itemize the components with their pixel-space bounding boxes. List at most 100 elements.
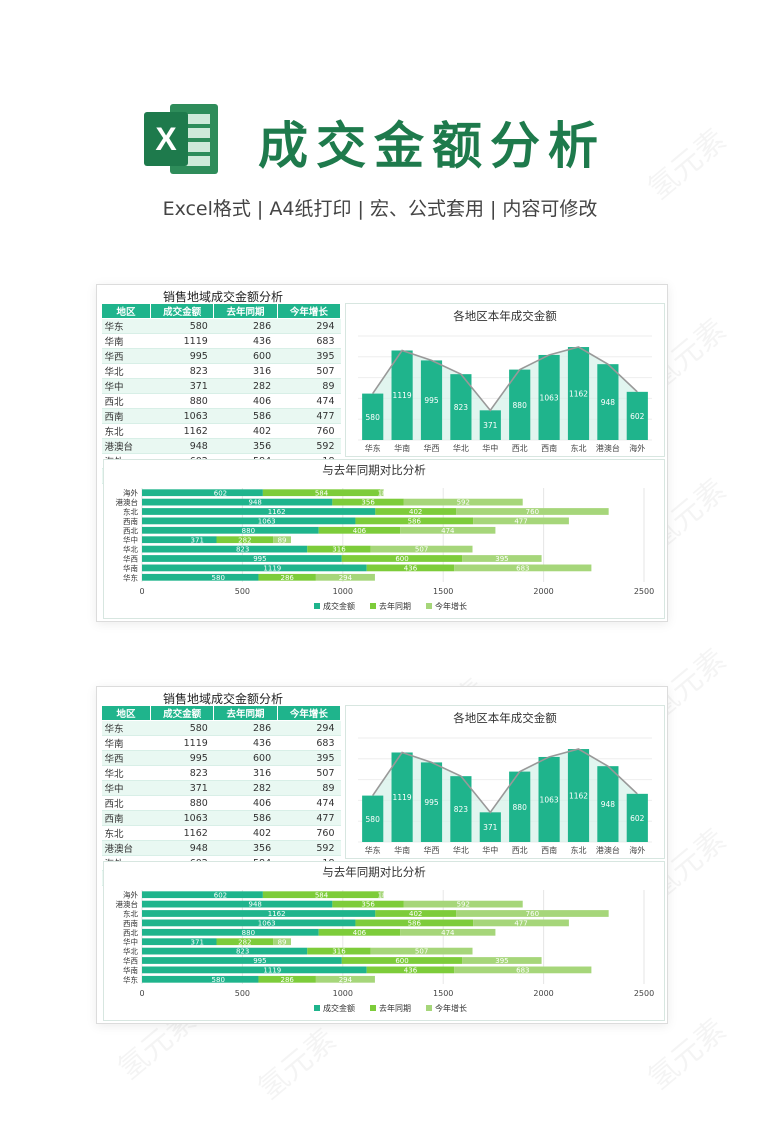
- y-tick-label: 华中: [123, 535, 138, 545]
- value-cell: 477: [277, 810, 341, 826]
- column-tick-label: 华中: [482, 443, 498, 453]
- column-chart: 各地区本年成交金额 580 华东 1119 华南 995 华西 823 华北 371 华中 880 西北…: [358, 309, 652, 453]
- column-data-label: 1162: [569, 390, 588, 399]
- stacked-bar-segment: [473, 517, 569, 525]
- bar-data-label: 880: [242, 527, 255, 535]
- y-tick-label: 华东: [123, 572, 138, 582]
- value-cell: 580: [150, 720, 214, 736]
- stacked-bar-segment: [462, 957, 542, 964]
- value-cell: 600: [213, 348, 278, 364]
- sheet-preview-1: 销售地域成交金额分析 地区 成交金额 去年同期 今年增长 华东 580 286 294 华南 111…: [96, 284, 668, 622]
- bar-data-label: 995: [253, 555, 266, 563]
- bar-data-label: 507: [415, 948, 428, 956]
- column-tick-label: 西北: [512, 444, 528, 453]
- bar-data-label: 592: [457, 901, 470, 909]
- legend-swatch: [370, 603, 376, 609]
- column-tick-label: 华南: [394, 443, 410, 453]
- stacked-bar-segment: [142, 910, 376, 917]
- region-cell: 华东: [101, 318, 151, 334]
- value-cell: 823: [150, 363, 214, 379]
- stacked-bar-segment: [142, 498, 333, 506]
- x-tick-label: 2500: [634, 989, 654, 998]
- region-cell: 华北: [101, 765, 151, 781]
- column-data-label: 948: [601, 398, 616, 407]
- stacked-bar-segment: [273, 536, 291, 544]
- column-tick-label: 华中: [482, 845, 498, 855]
- value-cell: 316: [213, 765, 278, 781]
- bar-data-label: 1063: [258, 920, 276, 928]
- column-bar: [538, 354, 560, 440]
- stacked-bar-segment: [273, 938, 291, 946]
- column-tick-label: 东北: [571, 443, 587, 453]
- line-series: [372, 748, 638, 814]
- stacked-bar-segment: [370, 947, 473, 955]
- column-tick-label: 华北: [453, 845, 469, 855]
- stacked-bar-segment: [355, 517, 474, 525]
- legend-label: 去年同期: [379, 1003, 411, 1013]
- stacked-bar-segment: [462, 555, 542, 562]
- stacked-bar-segment: [142, 526, 319, 534]
- region-cell: 西北: [101, 393, 151, 409]
- legend-label: 去年同期: [379, 601, 411, 611]
- column-data-label: 880: [513, 803, 528, 812]
- stacked-bar-segment: [366, 564, 455, 572]
- bar-data-label: 602: [214, 891, 227, 899]
- table-row: 西北 880 406 474: [101, 795, 341, 811]
- bar-data-label: 602: [214, 489, 227, 497]
- stacked-bar-segment: [142, 957, 342, 964]
- table-row: 东北 1162 402 760: [101, 423, 341, 439]
- table-header-cell: 成交金额: [149, 705, 215, 721]
- column-tick-label: 华东: [365, 443, 381, 453]
- column-data-label: 995: [424, 798, 439, 807]
- column-data-label: 580: [366, 413, 381, 422]
- bar-data-label: 477: [514, 920, 527, 928]
- column-data-label: 1063: [540, 393, 559, 402]
- value-cell: 880: [150, 393, 214, 409]
- y-tick-label: 海外: [123, 488, 138, 498]
- bar-data-label: 89: [278, 938, 287, 946]
- bar-data-label: 1119: [263, 565, 281, 573]
- column-data-label: 995: [424, 396, 439, 405]
- x-tick-label: 1000: [333, 587, 353, 596]
- value-cell: 683: [277, 333, 341, 349]
- column-chart-panel: 各地区本年成交金额 580 华东 1119 华南 995 华西 823 华北 371 华中 880 西北…: [345, 705, 665, 859]
- column-bar: [420, 762, 443, 842]
- sales-table: 地区 成交金额 去年同期 今年增长 华东 580 286 294 华南 1119 436 683 华西 9…: [101, 303, 342, 484]
- bar-data-label: 948: [248, 901, 261, 909]
- column-tick-label: 西北: [512, 846, 528, 855]
- y-tick-label: 西南: [123, 516, 138, 526]
- bar-data-label: 286: [280, 574, 294, 582]
- y-tick-label: 港澳台: [116, 497, 139, 507]
- stacked-bar-segment: [332, 900, 404, 908]
- bar-data-label: 371: [191, 536, 204, 544]
- stacked-bar-segment: [355, 919, 474, 927]
- column-tick-label: 西南: [541, 845, 557, 855]
- column-tick-label: 港澳台: [596, 443, 620, 453]
- value-cell: 89: [277, 378, 341, 394]
- legend-swatch: [426, 1005, 432, 1011]
- bar-data-label: 760: [526, 508, 539, 516]
- bar-data-label: 760: [526, 910, 539, 918]
- stacked-bar-segment: [142, 947, 308, 955]
- stacked-bar-segment: [142, 517, 356, 525]
- bar-data-label: 477: [514, 518, 527, 526]
- x-tick-label: 2000: [533, 587, 553, 596]
- column-bar: [567, 347, 590, 440]
- value-cell: 402: [213, 423, 278, 439]
- column-bar: [362, 393, 384, 440]
- column-tick-label: 东北: [571, 845, 587, 855]
- value-cell: 294: [277, 720, 341, 736]
- column-bar: [597, 766, 619, 842]
- column-data-label: 602: [630, 814, 645, 823]
- bar-data-label: 282: [238, 938, 251, 946]
- table-header-cell: 今年增长: [276, 303, 342, 319]
- value-cell: 1063: [150, 810, 214, 826]
- x-tick-label: 2000: [533, 989, 553, 998]
- value-cell: 436: [213, 333, 278, 349]
- stacked-bar-segment: [403, 900, 523, 908]
- column-data-label: 371: [483, 421, 498, 430]
- value-cell: 995: [150, 750, 214, 766]
- bar-data-label: 18: [377, 489, 386, 497]
- stacked-bar-chart: 与去年同期对比分析 0 500 1000 1500 2000 2500 海外 602 584 18 港…: [116, 865, 655, 1013]
- column-chart: 各地区本年成交金额 580 华东 1119 华南 995 华西 823 华北 371 华中 880 西北…: [358, 711, 652, 855]
